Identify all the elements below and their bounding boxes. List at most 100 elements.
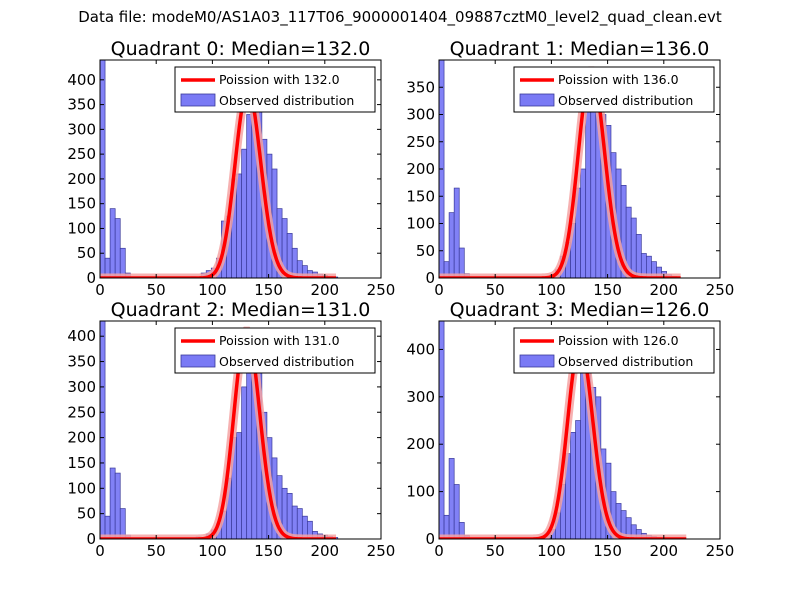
legend: Poission with 131.0 Observed distribution	[174, 327, 376, 374]
histogram-bar	[453, 484, 460, 539]
y-tick-label: 250	[67, 403, 96, 421]
x-tick-label: 0	[434, 542, 444, 560]
y-tick-label: 300	[406, 106, 435, 124]
histogram-bar	[114, 218, 121, 278]
histogram-bar	[241, 386, 248, 539]
histogram-bar	[580, 168, 587, 278]
legend-bar-label: Observed distribution	[219, 354, 354, 369]
histogram-bar	[109, 467, 116, 539]
x-tick-label: 100	[198, 542, 227, 560]
poisson-curve	[100, 87, 337, 278]
y-tick-label: 350	[406, 78, 435, 96]
legend-line-label: Poission with 136.0	[558, 72, 679, 87]
x-tick-label: 50	[147, 281, 166, 299]
legend: Poission with 136.0 Observed distribution	[513, 66, 715, 113]
legend: Poission with 132.0 Observed distribution	[174, 66, 376, 113]
x-tick-label: 50	[486, 281, 505, 299]
histogram-bar	[109, 208, 116, 278]
x-tick-label: 250	[706, 542, 735, 560]
legend-bar-label: Observed distribution	[558, 354, 693, 369]
y-tick-label: 200	[406, 435, 435, 453]
y-tick-label: 50	[77, 244, 96, 262]
legend-bar-swatch	[519, 93, 555, 107]
x-tick-label: 100	[537, 281, 566, 299]
y-tick-label: 0	[86, 530, 96, 548]
y-tick-label: 150	[406, 187, 435, 205]
histogram-bar	[635, 234, 642, 278]
x-tick-label: 150	[593, 542, 622, 560]
x-tick-label: 250	[367, 281, 396, 299]
histogram-bar	[439, 321, 445, 539]
axes-frame	[99, 59, 382, 279]
legend: Poission with 126.0 Observed distribution	[513, 327, 715, 374]
x-tick-label: 100	[198, 281, 227, 299]
legend-bar-swatch	[180, 93, 216, 107]
x-tick-label: 150	[254, 281, 283, 299]
y-tick-label: 400	[67, 327, 96, 345]
x-tick-label: 250	[706, 281, 735, 299]
quadrant-2-chart: 0 50 100 150 200 250 0 50 100 150 200 250 300 350 400 Q…	[67, 299, 395, 560]
y-tick-label: 50	[77, 505, 96, 523]
y-tick-label: 0	[425, 269, 435, 287]
y-tick-label: 100	[406, 483, 435, 501]
y-tick-label: 300	[67, 378, 96, 396]
x-tick-label: 0	[95, 281, 105, 299]
x-tick-label: 0	[434, 281, 444, 299]
y-tick-label: 50	[416, 242, 435, 260]
legend-bar-swatch	[519, 354, 555, 368]
histogram-bar	[241, 148, 248, 278]
x-tick-label: 250	[367, 542, 396, 560]
quadrant-title: Quadrant 0: Median=132.0	[111, 38, 371, 60]
histogram-bar	[448, 458, 455, 539]
y-tick-label: 400	[67, 71, 96, 89]
y-tick-label: 300	[67, 120, 96, 138]
histogram-bar	[630, 217, 637, 278]
x-tick-label: 50	[486, 542, 505, 560]
y-tick-label: 0	[86, 269, 96, 287]
histogram-bar	[570, 432, 576, 539]
histogram-bar	[453, 187, 460, 278]
x-tick-label: 200	[649, 542, 678, 560]
histogram-bar	[585, 103, 592, 278]
histogram-bar	[119, 508, 126, 539]
quadrant-title: Quadrant 2: Median=131.0	[111, 299, 371, 321]
histogram-bar	[114, 472, 121, 539]
y-tick-label: 0	[425, 530, 435, 548]
y-tick-label: 150	[67, 454, 96, 472]
y-tick-label: 200	[67, 429, 96, 447]
y-tick-label: 350	[67, 96, 96, 114]
y-tick-label: 150	[67, 195, 96, 213]
plot-area	[100, 321, 339, 539]
figure-title: Data file: modeM0/AS1A03_117T06_90000014…	[78, 8, 722, 26]
y-tick-label: 200	[406, 160, 435, 178]
x-tick-label: 50	[147, 542, 166, 560]
histogram-bar	[246, 114, 253, 278]
legend-line-label: Poission with 132.0	[219, 72, 340, 87]
legend-bar-swatch	[180, 354, 216, 368]
y-tick-label: 400	[406, 340, 435, 358]
axes-frame	[99, 320, 382, 540]
y-tick-label: 100	[406, 215, 435, 233]
poisson-curve-halo	[100, 85, 337, 278]
y-tick-label: 250	[67, 145, 96, 163]
histogram-bar	[100, 321, 106, 539]
quadrant-1-chart: 0 50 100 150 200 250 0 50 100 150 200 250 300 350 Quad…	[406, 38, 734, 299]
histogram-bar	[236, 173, 242, 278]
histogram-bar	[100, 60, 106, 278]
quadrant-title: Quadrant 1: Median=136.0	[450, 38, 710, 60]
legend-line-label: Poission with 131.0	[219, 333, 340, 348]
x-tick-label: 150	[593, 281, 622, 299]
histogram-bar	[575, 420, 581, 539]
y-tick-label: 200	[67, 170, 96, 188]
x-tick-label: 0	[95, 542, 105, 560]
x-tick-label: 100	[537, 542, 566, 560]
quadrant-0-chart: 0 50 100 150 200 250 0 50 100 150 200 250 300 350 400 Q…	[67, 38, 395, 299]
histogram-bar	[448, 212, 455, 278]
y-tick-label: 350	[67, 353, 96, 371]
x-tick-label: 150	[254, 542, 283, 560]
histogram-bar	[236, 432, 242, 539]
x-tick-label: 200	[649, 281, 678, 299]
legend-bar-label: Observed distribution	[219, 93, 354, 108]
quadrant-title: Quadrant 3: Median=126.0	[450, 299, 710, 321]
